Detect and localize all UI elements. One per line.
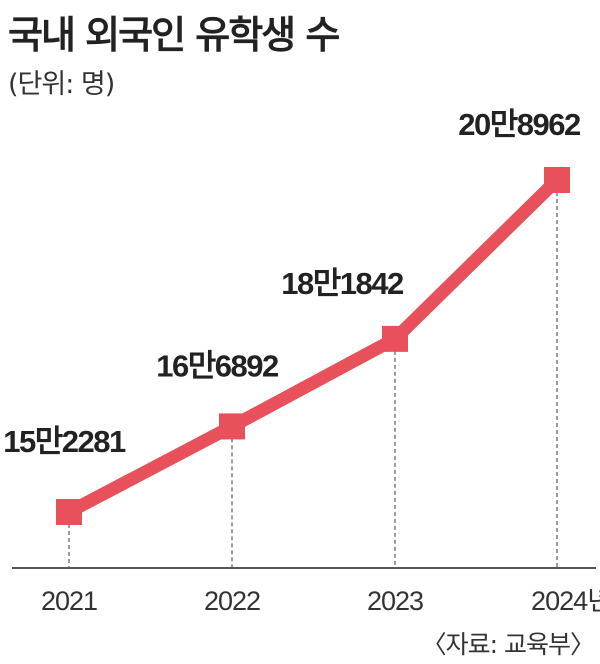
x-tick-label: 2021 (41, 586, 97, 616)
x-tick-label: 2024년 (531, 586, 600, 616)
data-labels: 15만2281 16만6892 18만1842 20만8962 (3, 107, 581, 459)
data-point-marker (382, 325, 408, 352)
data-point-marker (544, 167, 570, 193)
x-tick-label: 2023 (367, 586, 423, 616)
data-label: 15만2281 (3, 424, 126, 459)
data-label: 18만1842 (281, 266, 403, 301)
data-point-marker (56, 499, 82, 525)
series-line (65, 175, 562, 518)
data-markers (56, 167, 570, 525)
chart-title: 국내 외국인 유학생 수 (8, 13, 340, 57)
x-tick-labels: 2021 2022 2023 2024년 (41, 586, 600, 616)
unit-label: (단위: 명) (8, 69, 115, 100)
data-label: 20만8962 (458, 107, 580, 142)
source-note: 〈자료: 교육부〉 (421, 630, 595, 659)
data-point-marker (219, 413, 245, 440)
data-label: 16만6892 (156, 348, 278, 383)
x-tick-label: 2022 (204, 586, 260, 616)
guide-lines (68, 192, 558, 568)
